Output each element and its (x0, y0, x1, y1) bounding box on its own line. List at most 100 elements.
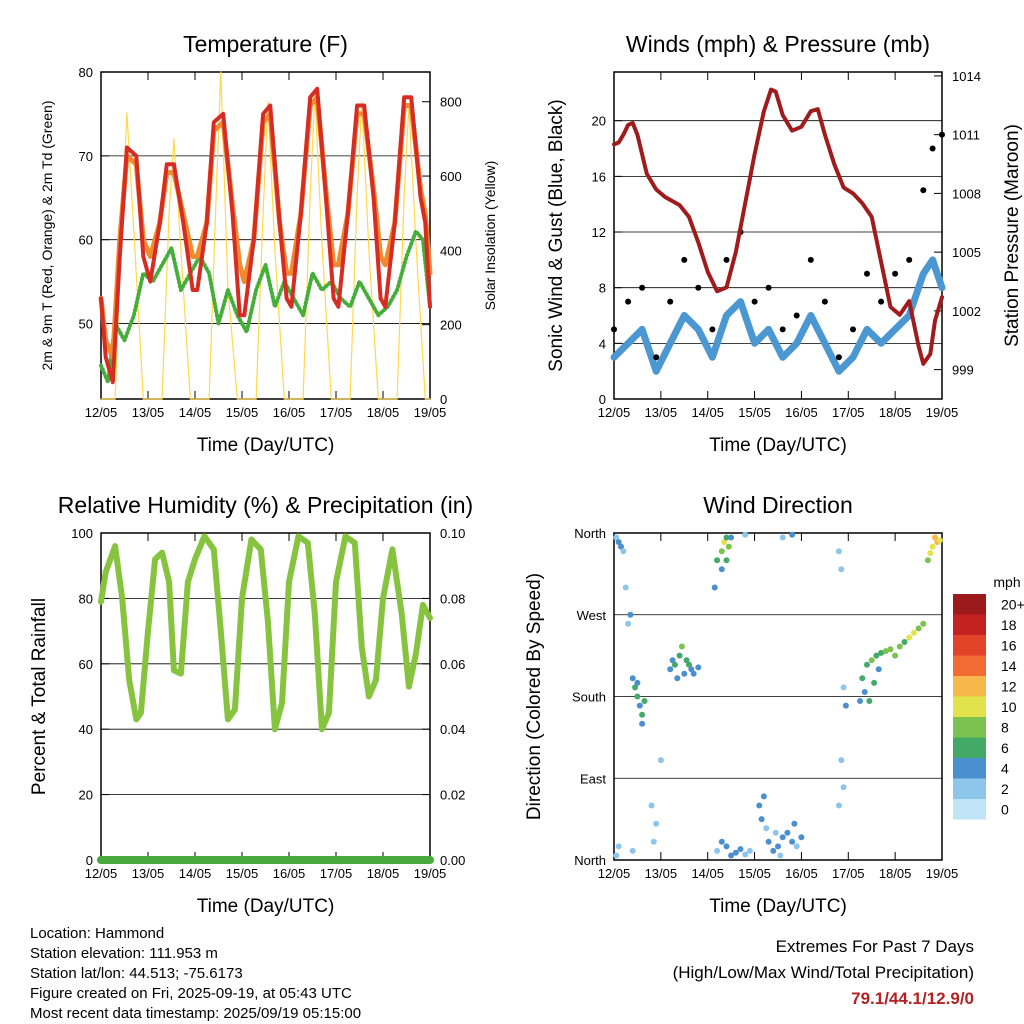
rh-y-tick-label: 100 (71, 526, 93, 541)
wind-direction-point (840, 684, 847, 691)
wind-direction-point (620, 548, 627, 555)
wind-direction-point (674, 675, 681, 682)
wind-direction-point (756, 802, 763, 809)
gust-point (695, 284, 702, 291)
location-text: Location: Hammond (30, 925, 165, 942)
wind-direction-point (634, 679, 641, 686)
legend-title: mph (993, 574, 1020, 590)
wind-direction-point (840, 784, 847, 791)
rh-y2-tick-label: 0.06 (440, 657, 465, 672)
wind-direction-point (718, 566, 725, 573)
dir-x-tick-label: 15/05 (738, 866, 771, 881)
wind-direction-point (864, 661, 870, 668)
wind-direction-point (838, 757, 845, 764)
gust-point (611, 326, 617, 333)
wind-direction-point (779, 834, 786, 841)
wind-direction-point (725, 543, 732, 550)
legend-swatch (953, 696, 986, 717)
wind-direction-point (690, 670, 697, 677)
wind-y2-axis-label: Station Pressure (Maroon) (1002, 124, 1023, 347)
latest-timestamp-text: Most recent data timestamp: 2025/09/19 0… (30, 1005, 362, 1022)
rh-y2-tick-label: 0.10 (440, 526, 465, 541)
wind-direction-point (688, 666, 695, 673)
wind-direction-point (629, 675, 636, 682)
dir-x-tick-label: 18/05 (879, 866, 912, 881)
dir-chart-title: Wind Direction (703, 492, 853, 518)
wind-direction-point (718, 838, 725, 845)
gust-point (878, 298, 885, 305)
wind-direction-point (711, 584, 718, 591)
wind-direction-point (793, 843, 800, 850)
dir-y-tick-label: West (577, 608, 607, 623)
wind-direction-point (868, 657, 875, 664)
dewpoint-series (99, 229, 432, 385)
rh-chart-title: Relative Humidity (%) & Precipitation (i… (58, 492, 473, 518)
wind-direction-point (613, 534, 620, 541)
temp-y2-tick-label: 800 (440, 95, 462, 110)
wind-direction-point (723, 534, 730, 541)
wind-y-tick-label: 8 (599, 281, 606, 296)
legend-label: 6 (1001, 740, 1009, 756)
wind-direction-point (866, 698, 873, 704)
temp-y2-axis-label: Solar Insolation (Yellow) (482, 161, 498, 311)
wind-direction-point (667, 666, 674, 673)
legend-label: 16 (1001, 637, 1017, 653)
wind-direction-point (924, 557, 931, 564)
wind-direction-point (838, 566, 845, 573)
station-info: Location: Hammond Station elevation: 111… (30, 924, 361, 1024)
gust-point (723, 256, 730, 263)
wind-direction-point (634, 693, 641, 700)
wind-direction-point (653, 820, 660, 827)
wind-direction-point (742, 851, 749, 858)
gust-point (779, 326, 786, 333)
wind-direction-point (723, 843, 730, 850)
wind-x-tick-label: 17/05 (832, 405, 865, 420)
elevation-text: Station elevation: 111.953 m (30, 945, 218, 962)
wind-direction-point (798, 834, 805, 841)
gust-point (920, 187, 927, 194)
wind-direction-point (721, 539, 728, 546)
wind-direction-point (901, 639, 908, 645)
wind-y2-tick-label: 1011 (952, 128, 980, 143)
wind-direction-point (927, 550, 934, 556)
wind-direction-point (789, 531, 796, 538)
wind-x-tick-label: 15/05 (738, 405, 771, 420)
extremes-box: Extremes For Past 7 Days (High/Low/Max W… (673, 934, 974, 1012)
rh-y-tick-label: 40 (79, 722, 93, 737)
wind-direction-point (676, 652, 683, 659)
wind-direction-point (791, 820, 798, 827)
wind-y-tick-label: 20 (592, 114, 606, 129)
dir-x-tick-label: 12/05 (598, 866, 631, 881)
gust-point (667, 298, 674, 305)
wind-direction-point (618, 543, 624, 550)
wind-direction-point (910, 629, 917, 636)
rh-y2-tick-label: 0.02 (440, 788, 465, 803)
legend-swatch (953, 594, 986, 615)
wind-direction-point (906, 634, 913, 641)
t9m-series (98, 94, 433, 360)
legend-label: 10 (1001, 699, 1017, 715)
wind-direction-point (758, 816, 765, 823)
wind-direction-point (789, 838, 796, 845)
gust-point (892, 270, 899, 277)
wind-direction-point (695, 664, 702, 671)
wind-direction-point (639, 711, 646, 718)
wind-x-tick-label: 19/05 (926, 405, 959, 420)
temp-x-tick-label: 12/05 (85, 405, 118, 420)
rh-x-axis-label: Time (Day/UTC) (197, 896, 335, 917)
gust-point (807, 256, 814, 263)
gust-point (765, 284, 772, 291)
wind-direction-point (648, 802, 655, 809)
wind-direction-point (632, 684, 639, 691)
legend-label: 2 (1001, 781, 1009, 797)
wind-direction-point (671, 661, 678, 668)
wind-direction-point (929, 543, 936, 550)
wind-direction-point (742, 531, 749, 538)
wind-direction-point (746, 847, 753, 854)
gust-point (639, 284, 646, 291)
wind-direction-point (770, 847, 777, 854)
legend-swatch (953, 737, 986, 758)
gust-point (681, 256, 688, 263)
wind-direction-point (835, 548, 842, 555)
wind-direction-point (760, 793, 767, 800)
